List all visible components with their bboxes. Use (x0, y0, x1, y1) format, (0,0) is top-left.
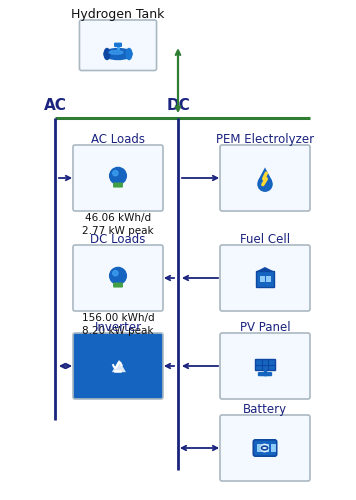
FancyBboxPatch shape (264, 444, 269, 452)
Circle shape (260, 444, 269, 452)
Circle shape (110, 168, 126, 184)
Text: Fuel Cell: Fuel Cell (240, 233, 290, 246)
Ellipse shape (104, 48, 132, 60)
Polygon shape (112, 360, 126, 372)
Text: DC Loads: DC Loads (90, 233, 146, 246)
FancyBboxPatch shape (220, 145, 310, 211)
FancyBboxPatch shape (79, 20, 157, 70)
FancyBboxPatch shape (220, 333, 310, 399)
Text: PEM Electrolyzer: PEM Electrolyzer (216, 133, 314, 146)
FancyBboxPatch shape (256, 272, 274, 287)
FancyBboxPatch shape (257, 444, 262, 452)
Ellipse shape (104, 48, 110, 60)
Text: Inverter: Inverter (94, 321, 142, 334)
Text: 46.06 kWh/d
2.77 kW peak: 46.06 kWh/d 2.77 kW peak (82, 213, 154, 236)
FancyBboxPatch shape (114, 42, 122, 47)
FancyBboxPatch shape (73, 333, 163, 399)
FancyBboxPatch shape (73, 245, 163, 311)
FancyBboxPatch shape (253, 440, 277, 456)
FancyBboxPatch shape (113, 182, 123, 188)
Circle shape (258, 177, 272, 191)
FancyBboxPatch shape (220, 415, 310, 481)
Ellipse shape (126, 48, 132, 60)
Circle shape (113, 170, 118, 176)
Circle shape (110, 268, 126, 284)
Text: 156.00 kWh/d
8.20 kW peak: 156.00 kWh/d 8.20 kW peak (82, 313, 154, 336)
FancyBboxPatch shape (255, 359, 275, 370)
Ellipse shape (109, 50, 123, 54)
Polygon shape (258, 168, 272, 184)
FancyBboxPatch shape (113, 282, 123, 288)
FancyBboxPatch shape (258, 372, 272, 376)
Text: Battery: Battery (243, 403, 287, 416)
FancyBboxPatch shape (275, 446, 277, 450)
FancyBboxPatch shape (220, 245, 310, 311)
Text: AC Loads: AC Loads (91, 133, 145, 146)
FancyBboxPatch shape (260, 276, 265, 282)
Text: PV Panel: PV Panel (240, 321, 290, 334)
Text: AC: AC (43, 98, 67, 113)
FancyBboxPatch shape (73, 145, 163, 211)
FancyBboxPatch shape (266, 276, 271, 282)
FancyBboxPatch shape (271, 444, 276, 452)
Text: DC: DC (166, 98, 190, 113)
Circle shape (113, 270, 118, 276)
Polygon shape (256, 267, 274, 272)
Text: Hydrogen Tank: Hydrogen Tank (71, 8, 165, 21)
